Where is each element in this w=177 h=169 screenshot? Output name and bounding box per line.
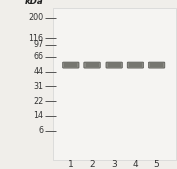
Text: 14: 14 [33,111,43,120]
FancyBboxPatch shape [127,62,144,68]
Bar [129,63,142,67]
FancyBboxPatch shape [84,62,100,68]
Text: kDa: kDa [25,0,43,6]
Text: 22: 22 [33,97,43,106]
Text: 31: 31 [33,82,43,91]
Text: 116: 116 [28,33,43,43]
Text: 5: 5 [154,160,159,169]
Text: 3: 3 [111,160,117,169]
FancyBboxPatch shape [63,62,79,68]
Text: 44: 44 [33,67,43,76]
Text: 1: 1 [68,160,74,169]
Text: 97: 97 [33,40,43,49]
FancyBboxPatch shape [148,62,165,68]
Bar [64,63,77,67]
Bar [53,8,176,160]
Bar [108,63,121,67]
Text: 2: 2 [89,160,95,169]
Bar [86,63,98,67]
Text: 200: 200 [28,13,43,22]
Text: 6: 6 [38,126,43,136]
Bar [150,63,163,67]
Text: 4: 4 [133,160,138,169]
Text: 66: 66 [33,52,43,61]
FancyBboxPatch shape [106,62,122,68]
